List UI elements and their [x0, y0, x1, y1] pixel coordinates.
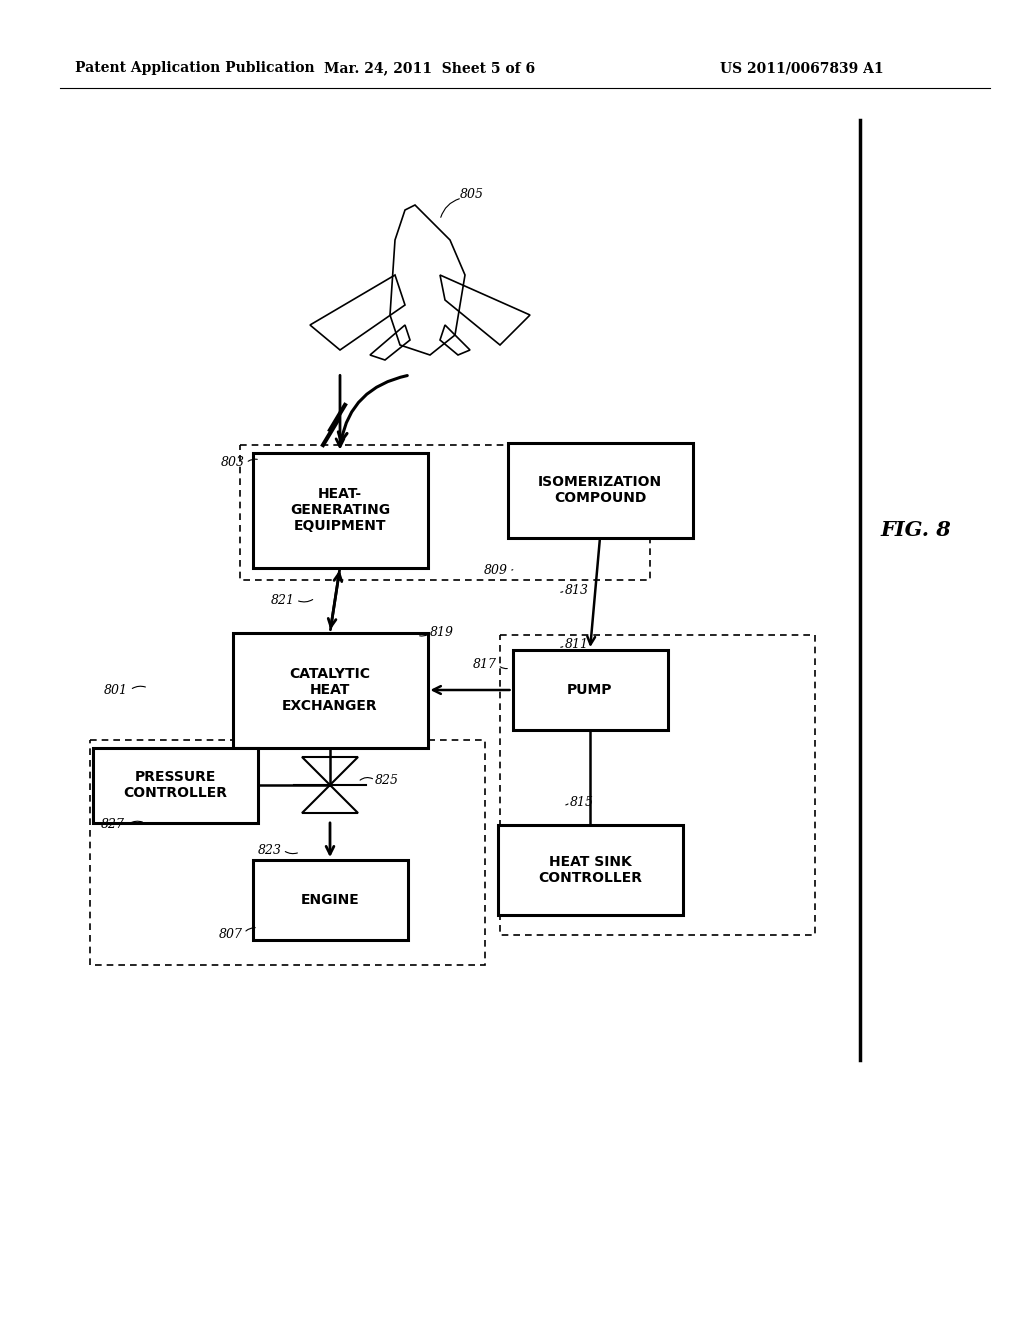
Bar: [232, 632, 427, 747]
Text: 827: 827: [101, 818, 125, 832]
Bar: [253, 453, 427, 568]
Text: 811: 811: [565, 639, 589, 652]
Bar: [498, 825, 683, 915]
Text: 805: 805: [460, 189, 484, 202]
Text: HEAT SINK
CONTROLLER: HEAT SINK CONTROLLER: [538, 855, 642, 886]
Text: 821: 821: [271, 594, 295, 606]
Text: PUMP: PUMP: [567, 682, 612, 697]
Text: HEAT-
GENERATING
EQUIPMENT: HEAT- GENERATING EQUIPMENT: [290, 487, 390, 533]
Bar: [240, 445, 650, 579]
Text: 807: 807: [219, 928, 243, 941]
Bar: [92, 747, 257, 822]
Text: CATALYTIC
HEAT
EXCHANGER: CATALYTIC HEAT EXCHANGER: [283, 667, 378, 713]
Text: 813: 813: [565, 583, 589, 597]
Text: 809: 809: [484, 564, 508, 577]
Text: US 2011/0067839 A1: US 2011/0067839 A1: [720, 61, 884, 75]
Text: FIG. 8: FIG. 8: [880, 520, 950, 540]
Text: 825: 825: [375, 774, 399, 787]
Text: 815: 815: [570, 796, 594, 808]
Bar: [500, 635, 815, 935]
Text: 801: 801: [104, 684, 128, 697]
Bar: [512, 649, 668, 730]
Text: Patent Application Publication: Patent Application Publication: [75, 61, 314, 75]
Text: 823: 823: [258, 843, 282, 857]
Text: 819: 819: [430, 627, 454, 639]
Text: Mar. 24, 2011  Sheet 5 of 6: Mar. 24, 2011 Sheet 5 of 6: [325, 61, 536, 75]
Text: ISOMERIZATION
COMPOUND: ISOMERIZATION COMPOUND: [538, 475, 663, 506]
Text: ENGINE: ENGINE: [301, 894, 359, 907]
Bar: [90, 741, 485, 965]
Text: 817: 817: [473, 659, 497, 672]
Text: PRESSURE
CONTROLLER: PRESSURE CONTROLLER: [123, 770, 227, 800]
Bar: [508, 442, 692, 537]
Bar: [253, 861, 408, 940]
Text: 803: 803: [221, 457, 245, 470]
